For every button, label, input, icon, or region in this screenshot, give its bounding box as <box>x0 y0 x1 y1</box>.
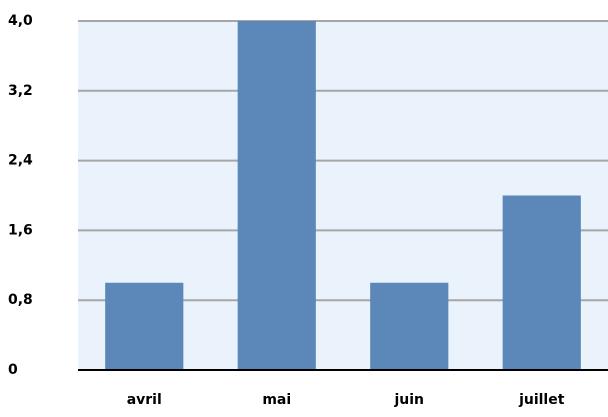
x-tick-label: juin <box>393 392 424 408</box>
y-tick-label: 0,8 <box>8 292 33 308</box>
x-tick-label: juillet <box>518 392 565 408</box>
y-tick-label: 0 <box>8 362 18 378</box>
bar <box>370 282 449 370</box>
x-tick-label: mai <box>262 392 291 408</box>
x-tick-label: avril <box>127 392 162 408</box>
y-tick-label: 4,0 <box>8 13 33 29</box>
y-tick-label: 2,4 <box>8 153 33 169</box>
bar <box>502 195 581 370</box>
bar <box>237 21 316 370</box>
y-tick-label: 3,2 <box>8 83 33 99</box>
y-tick-label: 1,6 <box>8 222 33 238</box>
bar <box>105 282 184 370</box>
